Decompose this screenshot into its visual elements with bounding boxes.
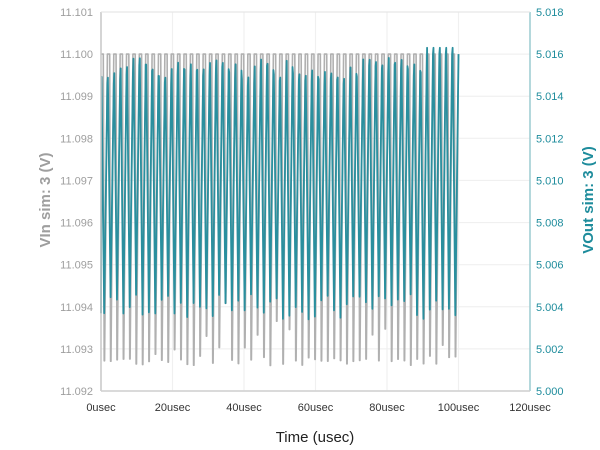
x-tick: 20usec bbox=[155, 402, 191, 414]
right-y-tick: 5.002 bbox=[536, 344, 564, 356]
left-y-tick: 11.101 bbox=[60, 7, 93, 19]
x-tick: 120usec bbox=[509, 402, 551, 414]
right-y-tick: 5.000 bbox=[536, 386, 564, 398]
left-y-tick: 11.100 bbox=[60, 49, 93, 61]
left-y-tick: 11.096 bbox=[60, 218, 93, 230]
left-y-axis-label: VIn sim: 3 (V) bbox=[37, 152, 54, 247]
x-axis-label: Time (usec) bbox=[276, 429, 355, 446]
vout-series-line bbox=[100, 46, 460, 321]
left-y-tick: 11.093 bbox=[60, 344, 93, 356]
left-y-tick: 11.095 bbox=[60, 260, 93, 272]
left-y-tick: 11.099 bbox=[60, 91, 93, 103]
left-y-tick-labels: 11.101 11.100 11.099 11.098 11.097 11.096 11.0… bbox=[60, 7, 93, 398]
x-tick: 40usec bbox=[226, 402, 262, 414]
vin-series-line bbox=[100, 53, 460, 367]
right-y-tick: 5.014 bbox=[536, 91, 564, 103]
right-y-tick-labels: 5.018 5.016 5.014 5.012 5.010 5.008 5.006 5.004… bbox=[536, 7, 564, 398]
x-tick: 100usec bbox=[438, 402, 480, 414]
x-tick: 80usec bbox=[369, 402, 405, 414]
vout-line-path bbox=[100, 46, 460, 321]
right-y-tick: 5.006 bbox=[536, 260, 564, 272]
right-y-tick: 5.008 bbox=[536, 218, 564, 230]
left-y-tick: 11.098 bbox=[60, 133, 93, 145]
x-tick: 0usec bbox=[86, 402, 116, 414]
right-y-tick: 5.010 bbox=[536, 175, 564, 187]
x-tick-labels: 0usec 20usec 40usec 60usec 80usec 100usec 120u… bbox=[86, 402, 551, 414]
left-y-tick: 11.092 bbox=[60, 386, 93, 398]
left-y-tick: 11.097 bbox=[60, 175, 93, 187]
right-y-tick: 5.004 bbox=[536, 302, 564, 314]
vin-line-path bbox=[100, 53, 460, 367]
right-y-axis-label: VOut sim: 3 (V) bbox=[580, 146, 597, 254]
left-y-tick: 11.094 bbox=[60, 302, 93, 314]
x-tick: 60usec bbox=[298, 402, 334, 414]
right-y-tick: 5.016 bbox=[536, 49, 564, 61]
right-y-tick: 5.012 bbox=[536, 133, 564, 145]
right-y-tick: 5.018 bbox=[536, 7, 564, 19]
